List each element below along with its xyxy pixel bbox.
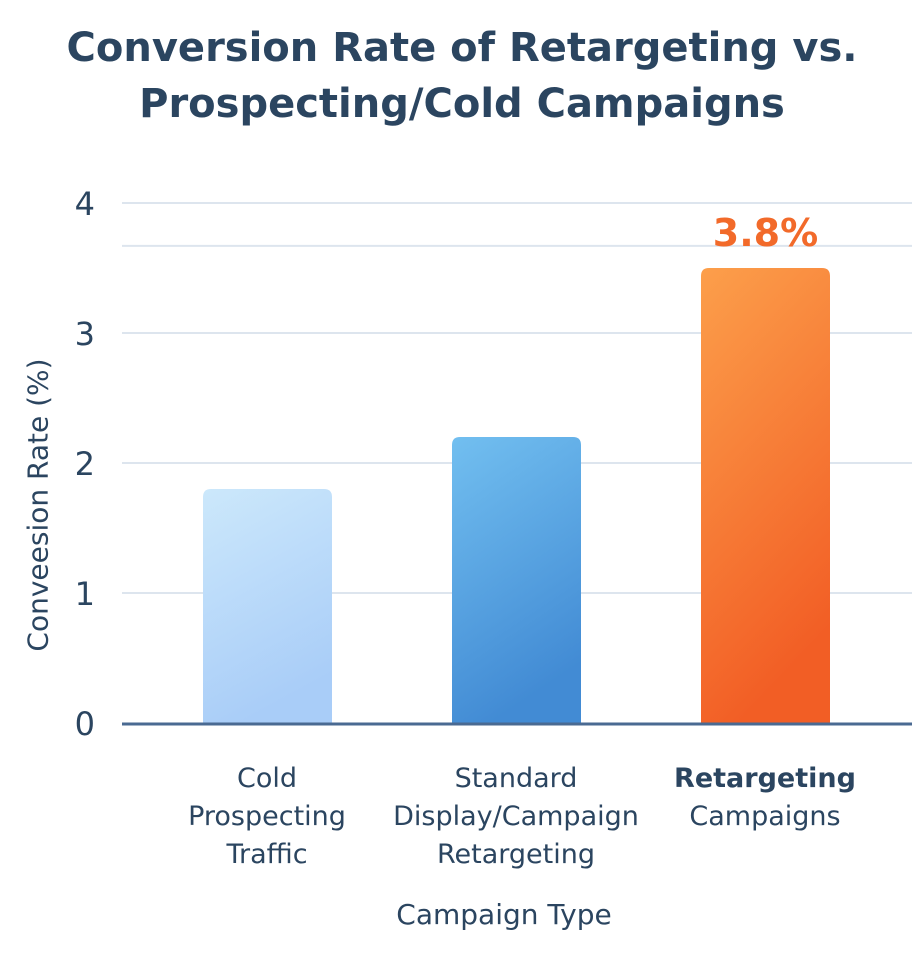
title-line-2: Prospecting/Cold Campaigns [139,81,785,127]
title-line-1: Conversion Rate of Retargeting vs. [66,25,858,71]
data-label: 3.8% [713,211,818,255]
bar [203,489,332,723]
x-tick-label-retargeting: Retargeting Campaigns [615,760,915,836]
y-tick-label: 0 [75,705,95,743]
y-tick-label: 2 [75,445,95,483]
y-tick-label: 3 [75,315,95,353]
x-tick-label-bold-text: Retargeting [674,763,856,794]
x-tick-label-standard: Standard Display/Campaign Retargeting [366,760,666,874]
x-axis-title: Campaign Type [396,898,612,931]
x-tick-label-text: Standard Display/Campaign Retargeting [393,763,639,870]
y-tick-label: 1 [75,575,95,613]
y-axis-label: Conveesion Rate (%) [21,358,55,652]
bar [701,268,830,723]
x-tick-label-text: Campaigns [689,801,841,832]
x-tick-label-cold: Cold Prospecting Traffic [117,760,417,874]
chart-title: Conversion Rate of Retargeting vs. Prosp… [0,20,924,132]
y-tick-label: 4 [75,185,95,223]
x-tick-label-text: Cold Prospecting Traffic [188,763,346,870]
bar [452,437,581,723]
